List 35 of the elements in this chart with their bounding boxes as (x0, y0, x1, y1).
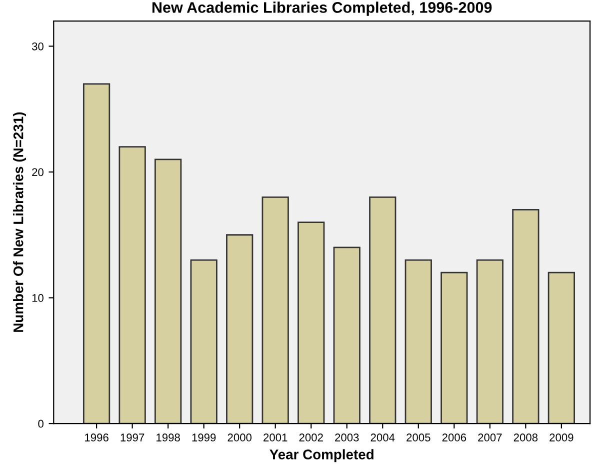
bar (262, 196, 289, 424)
x-tick-label: 2001 (264, 434, 288, 442)
x-tick-label: 1997 (120, 434, 144, 442)
x-tick-label: 2009 (550, 434, 574, 442)
bar (404, 259, 432, 424)
y-tick-label: 20 (32, 168, 44, 176)
bar (298, 222, 325, 424)
bar (118, 146, 146, 424)
bar (512, 209, 540, 424)
bar (440, 272, 468, 424)
y-tick-label: 10 (32, 294, 44, 302)
x-tick-label: 2002 (299, 434, 323, 442)
bar (190, 259, 218, 424)
x-tick-label: 2008 (514, 434, 538, 442)
x-tick-label: 2004 (370, 434, 395, 442)
x-tick-label: 2006 (442, 434, 466, 442)
x-tick-label: 1999 (192, 434, 216, 442)
bar (548, 272, 575, 424)
bar (476, 259, 504, 424)
x-tick-label: 2003 (335, 434, 359, 442)
x-tick-label: 2007 (478, 434, 502, 442)
x-tick-label: 2005 (406, 434, 430, 442)
y-axis-title: Number Of New Libraries (N=231) (13, 112, 26, 332)
x-axis-title: Year Completed (270, 449, 374, 462)
y-tick-label: 30 (32, 42, 44, 50)
y-tick-label: 0 (38, 420, 44, 428)
chart-title: New Academic Libraries Completed, 1996-2009 (152, 2, 492, 16)
bar (154, 158, 182, 424)
bar (333, 246, 360, 424)
bar (226, 234, 254, 424)
x-tick-label: 1998 (156, 434, 180, 442)
bar (369, 196, 396, 424)
bar (82, 83, 110, 424)
x-tick-label: 2000 (228, 434, 252, 442)
x-tick-label: 1996 (85, 434, 108, 442)
